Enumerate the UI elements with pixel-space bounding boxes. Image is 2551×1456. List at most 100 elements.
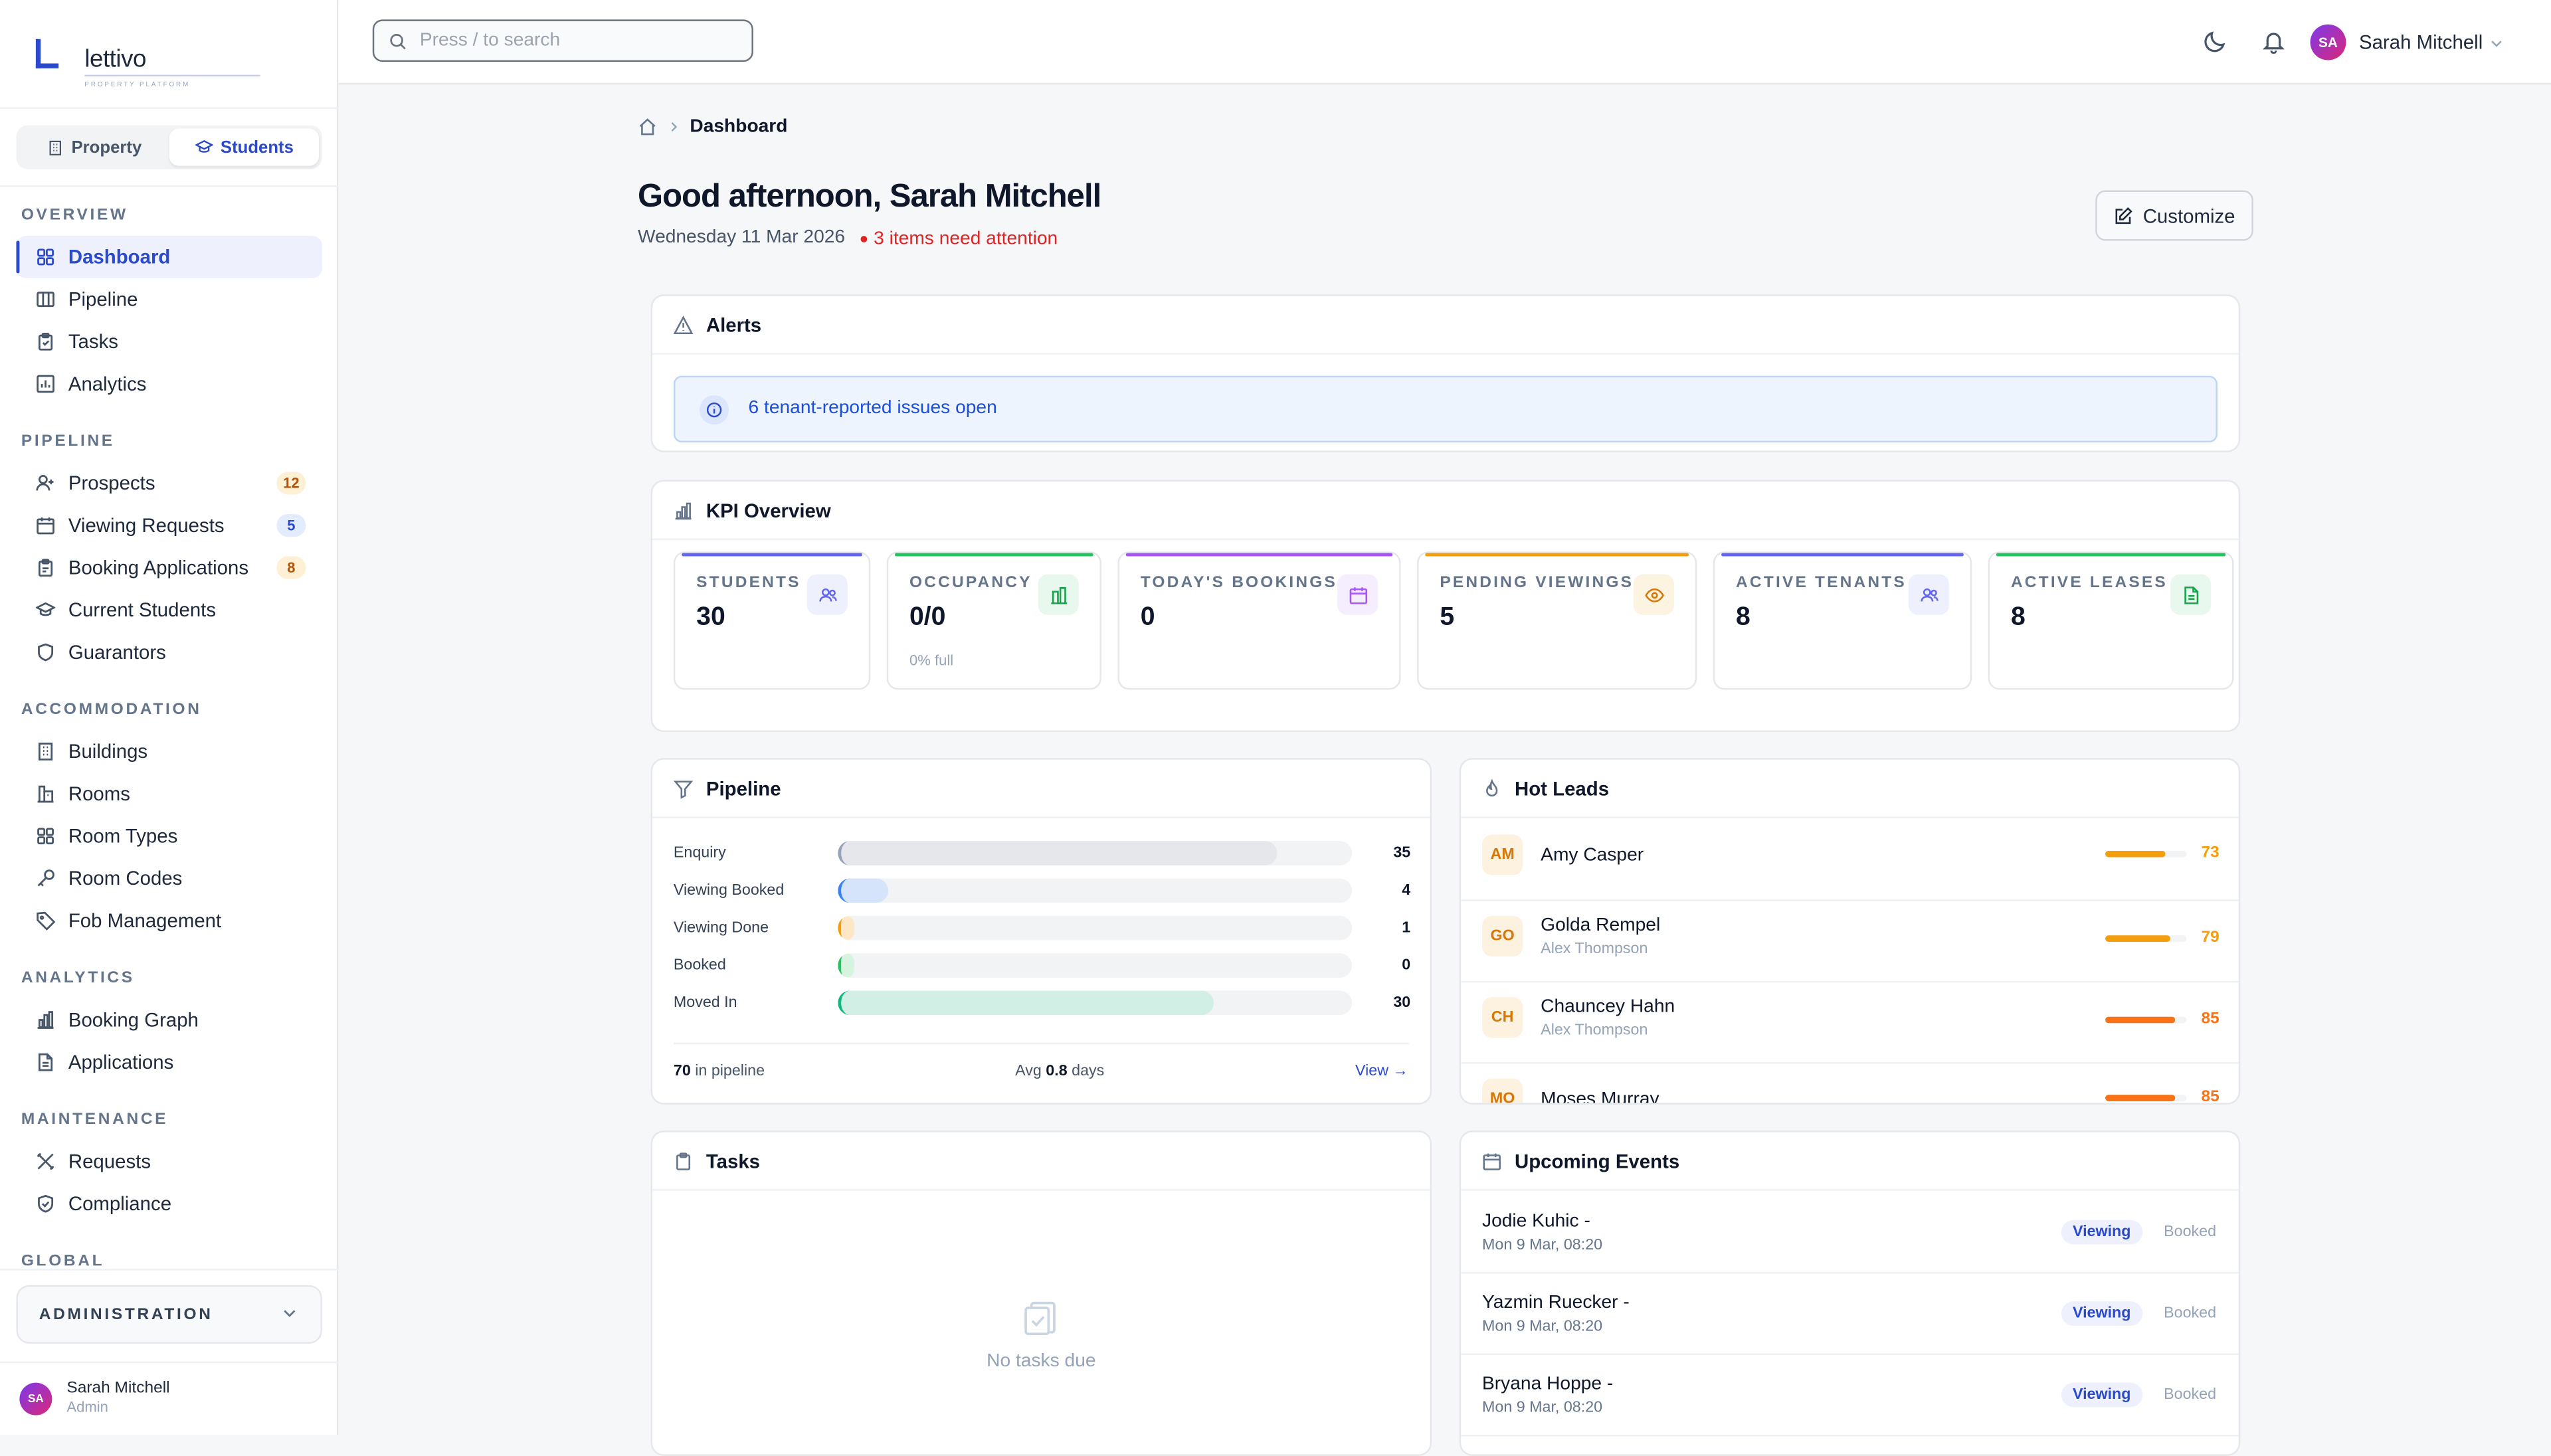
kpi-active-leases[interactable]: ACTIVE LEASES 8	[1988, 551, 2234, 690]
count-badge: 12	[276, 472, 306, 495]
clipboard-icon	[676, 1152, 691, 1170]
kpi-occupancy[interactable]: OCCUPANCY 0/0 0% full	[886, 551, 1101, 690]
mode-students-button[interactable]: Students	[169, 128, 320, 166]
logo-mark-icon	[35, 39, 59, 68]
search-input[interactable]	[419, 21, 745, 60]
logo-underline	[84, 74, 260, 77]
hot-lead-row[interactable]: AM Amy Casper 73	[1461, 818, 2239, 901]
event-name: Yazmin Ruecker -	[1482, 1293, 1630, 1313]
divider	[0, 185, 339, 187]
warning-triangle-icon	[673, 316, 694, 335]
kpi-label: ACTIVE LEASES	[2010, 574, 2168, 592]
pipeline-stage-label: Viewing Done	[673, 919, 769, 937]
lead-score-track	[2105, 850, 2187, 858]
moon-icon[interactable]	[2203, 29, 2227, 54]
sidebar-item-current-students[interactable]: Current Students	[16, 589, 322, 632]
event-type-badge: Viewing	[2061, 1301, 2142, 1326]
event-row[interactable]: Bryana Hoppe - Mon 9 Mar, 08:20 Viewing Boo…	[1461, 1354, 2239, 1437]
lead-name: Amy Casper	[1541, 846, 1644, 865]
sidebar-item-analytics[interactable]: Analytics	[16, 363, 322, 405]
hot-lead-row[interactable]: CH Chauncey Hahn Alex Thompson 85	[1461, 981, 2239, 1064]
sidebar-item-label: Room Codes	[68, 867, 183, 890]
lead-score-bar	[2105, 1095, 2176, 1101]
sidebar-item-rooms[interactable]: Rooms	[16, 773, 322, 815]
sidebar-item-applications[interactable]: Applications	[16, 1041, 322, 1083]
kpi-label: TODAY'S BOOKINGS	[1140, 574, 1338, 592]
pipeline-stage-row[interactable]: Booked 0	[674, 953, 1410, 979]
kpi-students[interactable]: STUDENTS 30	[673, 551, 871, 690]
event-row[interactable]: Jodie Kuhic - Mon 9 Mar, 08:20 Viewing Book…	[1461, 1191, 2239, 1274]
sidebar-item-buildings[interactable]: Buildings	[16, 731, 322, 773]
breadcrumb-current: Dashboard	[690, 117, 788, 137]
kpi-label: OCCUPANCY	[909, 574, 1032, 592]
sidebar-item-tasks[interactable]: Tasks	[16, 320, 322, 363]
pipeline-stage-row[interactable]: Viewing Done 1	[673, 915, 1410, 942]
sidebar-item-prospects[interactable]: Prospects 12	[16, 462, 322, 505]
sidebar-item-compliance[interactable]: Compliance	[16, 1182, 322, 1225]
divider	[0, 107, 339, 110]
alert-item[interactable]: 6 tenant-reported issues open	[673, 375, 2218, 443]
sidebar-user[interactable]: SA Sarah Mitchell Admin	[19, 1376, 328, 1425]
bar-chart-icon	[675, 502, 692, 520]
lead-name: Moses Murray	[1541, 1089, 1659, 1105]
mode-property-button[interactable]: Property	[19, 128, 169, 165]
kpi-todays-bookings[interactable]: TODAY'S BOOKINGS 0	[1117, 551, 1401, 690]
breadcrumb: Dashboard	[638, 117, 788, 137]
event-time: Mon 9 Mar, 08:20	[1482, 1399, 1603, 1417]
sidebar-item-guarantors[interactable]: Guarantors	[16, 631, 322, 674]
search-box[interactable]	[372, 19, 753, 62]
sidebar-item-dashboard[interactable]: Dashboard	[16, 236, 322, 278]
pipeline-stage-row[interactable]: Enquiry 35	[674, 841, 1410, 867]
sidebar-item-booking-graph[interactable]: Booking Graph	[16, 999, 322, 1042]
hot-lead-row[interactable]: GO Golda Rempel Alex Thompson 79	[1461, 899, 2239, 983]
administration-label: ADMINISTRATION	[39, 1305, 213, 1324]
administration-toggle[interactable]: ADMINISTRATION	[16, 1285, 322, 1344]
kpi-accent-bar	[682, 553, 862, 557]
sidebar-item-viewing-requests[interactable]: Viewing Requests 5	[16, 504, 322, 547]
divider	[0, 1269, 339, 1271]
sidebar-item-label: Booking Graph	[68, 1008, 199, 1032]
kpi-value: 8	[1736, 603, 1750, 632]
sidebar-item-fob-management[interactable]: Fob Management	[16, 899, 322, 942]
chevron-down-icon	[2491, 41, 2502, 47]
user-menu[interactable]: SA Sarah Mitchell	[2310, 23, 2530, 62]
pipeline-stage-value: 4	[1402, 881, 1411, 900]
lead-score: 85	[2201, 1010, 2220, 1028]
sidebar-item-label: Prospects	[68, 472, 155, 495]
event-row[interactable]: Yazmin Ruecker - Mon 9 Mar, 08:20 Viewing B…	[1461, 1272, 2239, 1356]
sidebar-item-booking-applications[interactable]: Booking Applications 8	[16, 547, 322, 589]
home-icon[interactable]	[638, 117, 657, 136]
sidebar-item-room-codes[interactable]: Room Codes	[16, 858, 322, 900]
sidebar-user-role: Admin	[66, 1399, 108, 1415]
kpi-pending-viewings[interactable]: PENDING VIEWINGS 5	[1417, 551, 1697, 690]
alert-text: 6 tenant-reported issues open	[748, 399, 997, 418]
hot-lead-row[interactable]: MO Moses Murray 85	[1461, 1062, 2239, 1105]
sidebar-item-requests[interactable]: Requests	[16, 1140, 322, 1183]
bell-icon[interactable]	[2261, 29, 2286, 54]
sidebar-item-room-types[interactable]: Room Types	[16, 815, 322, 858]
pipeline-stage-bar	[838, 990, 1214, 1016]
pipeline-stage-value: 30	[1393, 994, 1411, 1012]
attention-notice[interactable]: 3 items need attention	[860, 229, 1058, 249]
nav-section-analytics: ANALYTICS	[21, 968, 135, 987]
count-badge: 5	[276, 513, 306, 537]
divider	[1461, 1189, 2239, 1191]
lead-name: Golda Rempel	[1541, 915, 1661, 936]
logo[interactable]: lettivo PROPERTY PLATFORM	[35, 36, 260, 94]
pipeline-stage-label: Moved In	[673, 994, 737, 1012]
kpi-active-tenants[interactable]: ACTIVE TENANTS 8	[1713, 551, 1972, 690]
event-name: Bryana Hoppe -	[1482, 1374, 1614, 1394]
pipeline-stage-row[interactable]: Viewing Booked 4	[674, 878, 1410, 904]
sidebar-item-pipeline[interactable]: Pipeline	[16, 278, 322, 321]
pipeline-view-link[interactable]: View →	[1355, 1062, 1408, 1081]
events-title-text: Upcoming Events	[1515, 1150, 1680, 1173]
customize-button[interactable]: Customize	[2095, 190, 2253, 241]
building-icon	[39, 743, 53, 761]
alerts-card: Alerts 6 tenant-reported issues open	[650, 294, 2241, 452]
pipeline-avg-prefix: Avg	[1015, 1062, 1046, 1081]
logo-word: lettivo	[84, 45, 146, 74]
attention-text: 3 items need attention	[874, 229, 1058, 249]
pipeline-stage-row[interactable]: Moved In 30	[674, 990, 1410, 1016]
shield-check-icon	[38, 1194, 54, 1213]
